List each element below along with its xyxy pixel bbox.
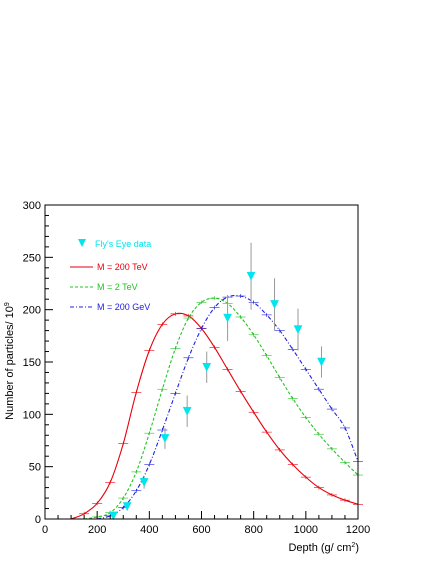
y-tick-label: 100 <box>23 409 41 421</box>
series-line-0 <box>70 312 359 520</box>
observed-point <box>270 300 279 309</box>
legend-label-2: M = 200 GeV <box>97 302 150 312</box>
legend-label-0: M = 200 TeV <box>97 262 148 272</box>
observed-point <box>160 434 170 443</box>
x-tick-label: 1200 <box>346 524 370 536</box>
y-tick-label: 250 <box>23 252 41 264</box>
observed-point <box>122 502 132 511</box>
legend-observed-marker <box>78 239 86 247</box>
y-tick-label: 200 <box>23 305 41 317</box>
legend-observed-label: Fly's Eye data <box>95 239 151 249</box>
x-tick-label: 0 <box>42 524 48 536</box>
y-tick-label: 150 <box>23 357 41 369</box>
legend: Fly's Eye data M = 200 TeV M = 2 TeV M = 20… <box>70 239 151 312</box>
series-line-2 <box>97 294 359 520</box>
observed-point <box>139 478 149 487</box>
observed-point <box>246 271 256 281</box>
x-axis-title: Depth (g/ cm2) <box>288 542 359 554</box>
observed-point <box>223 313 232 323</box>
x-tick-label: 200 <box>88 524 106 536</box>
y-tick-label: 300 <box>23 200 41 212</box>
y-tick-label: 0 <box>35 514 41 526</box>
observed-point <box>182 406 192 416</box>
observed-point <box>293 325 303 335</box>
plot-frame <box>44 204 359 520</box>
x-tick-label: 800 <box>244 524 262 536</box>
y-tick-label: 50 <box>29 462 41 474</box>
series-line-1 <box>84 297 359 520</box>
legend-label-1: M = 2 TeV <box>97 282 138 292</box>
x-tick-label: 600 <box>192 524 210 536</box>
x-tick-label: 1000 <box>294 524 318 536</box>
observed-point <box>202 362 212 372</box>
x-tick-label: 400 <box>140 524 158 536</box>
observed-point <box>108 511 118 521</box>
y-axis-title: Number of particles/ 109 <box>4 302 16 420</box>
observed-point <box>317 357 326 367</box>
